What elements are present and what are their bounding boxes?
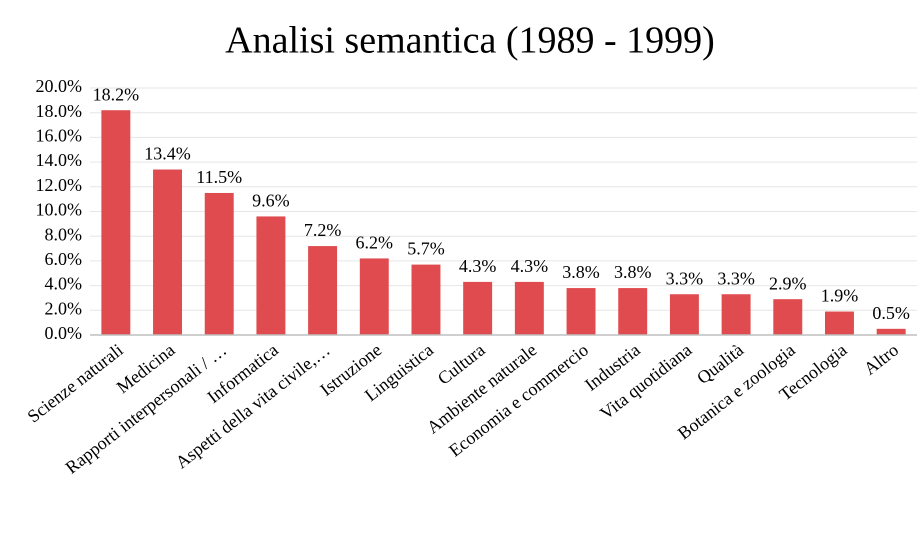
x-tick-label: Altro [860, 340, 902, 379]
data-label: 6.2% [356, 233, 394, 253]
data-label: 13.4% [144, 144, 191, 164]
bar [463, 281, 493, 335]
y-tick-label: 10.0% [36, 200, 83, 220]
chart-title: Analisi semantica (1989 - 1999) [225, 20, 715, 62]
y-tick-label: 20.0% [36, 76, 83, 96]
x-tick-label: Vita quotidiana [596, 340, 695, 424]
bar [824, 311, 854, 335]
y-tick-label: 6.0% [45, 249, 83, 269]
y-tick-label: 14.0% [36, 150, 83, 170]
bar [669, 294, 699, 335]
bar [359, 258, 389, 335]
bar [153, 169, 183, 335]
y-tick-label: 4.0% [45, 274, 83, 294]
data-label: 3.8% [614, 262, 652, 282]
data-label: 1.9% [821, 286, 859, 306]
data-label: 3.8% [562, 262, 600, 282]
y-tick-label: 8.0% [45, 224, 83, 244]
bar [514, 281, 544, 335]
data-label: 0.5% [872, 303, 910, 323]
bar [204, 192, 234, 335]
data-label: 5.7% [407, 239, 445, 259]
y-tick-label: 18.0% [36, 101, 83, 121]
bar [308, 246, 338, 335]
y-tick-label: 16.0% [36, 126, 83, 146]
data-label: 3.3% [717, 268, 755, 288]
bar [721, 294, 751, 335]
data-label: 18.2% [93, 84, 140, 104]
data-label: 11.5% [196, 167, 242, 187]
x-tick-label: Scienze naturali [24, 340, 127, 427]
bar [876, 328, 906, 335]
bar [773, 299, 803, 335]
data-label: 4.3% [511, 256, 549, 276]
bar [618, 288, 648, 335]
bar [256, 216, 286, 335]
bar [566, 288, 596, 335]
bar [411, 264, 441, 335]
data-label: 7.2% [304, 220, 342, 240]
data-label: 2.9% [769, 273, 807, 293]
y-tick-label: 2.0% [45, 298, 83, 318]
y-tick-label: 12.0% [36, 175, 83, 195]
data-label: 4.3% [459, 256, 497, 276]
data-label: 3.3% [666, 268, 704, 288]
y-tick-label: 0.0% [45, 323, 83, 343]
bar [101, 110, 131, 335]
data-label: 9.6% [252, 191, 290, 211]
